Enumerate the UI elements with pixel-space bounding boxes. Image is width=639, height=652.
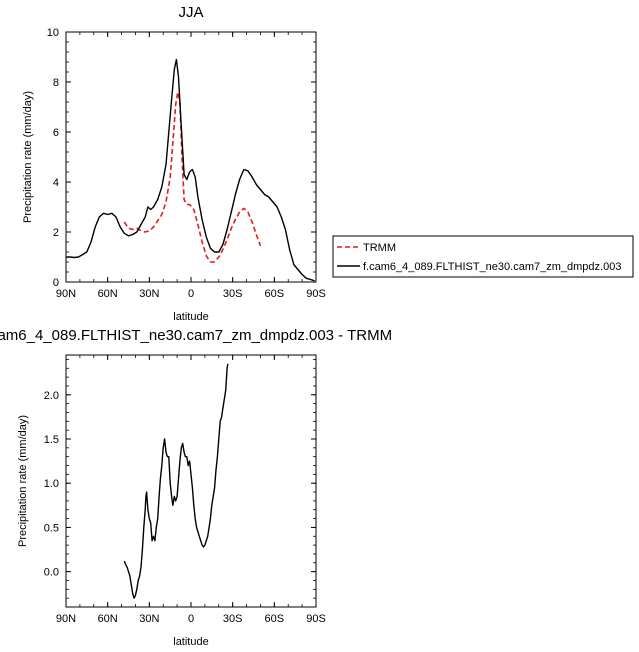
y-tick-label: 0: [53, 277, 59, 289]
y-tick-label: 10: [47, 27, 59, 39]
x-tick-label: 90N: [56, 288, 76, 300]
y-tick-label: 0.5: [44, 522, 59, 534]
x-tick-label: 60S: [265, 613, 285, 625]
y-tick-label: 2.0: [44, 390, 59, 402]
x-axis-label: latitude: [173, 636, 208, 648]
axis-ticks: 90N 60N 30N 0 30S 60S 90S 0 2 4 6 8 10: [47, 27, 326, 300]
series-line-model: [66, 58, 315, 282]
y-tick-label: 2: [53, 227, 59, 239]
y-tick-label: 4: [53, 177, 59, 189]
series-line-difference: [123, 363, 229, 599]
x-tick-label: 90S: [306, 613, 326, 625]
legend-label-model: f.cam6_4_089.FLTHIST_ne30.cam7_zm_dmpdz.…: [363, 261, 621, 273]
legend-label-trmm: TRMM: [363, 242, 396, 254]
x-tick-label: 0: [188, 288, 194, 300]
plot-frame: [65, 31, 317, 283]
x-tick-label: 30N: [139, 288, 159, 300]
x-tick-label: 60N: [98, 613, 118, 625]
legend-box: [332, 235, 634, 278]
y-tick-label: 1.5: [44, 434, 59, 446]
difference-chart: cam6_4_089.FLTHIST_ne30.cam7_zm_dmpdz.00…: [0, 327, 392, 648]
series-lines: [66, 58, 315, 282]
y-axis-label: Precipitation rate (mm/day): [22, 91, 34, 223]
x-tick-label: 0: [188, 613, 194, 625]
chart-title: cam6_4_089.FLTHIST_ne30.cam7_zm_dmpdz.00…: [0, 327, 392, 344]
y-tick-label: 8: [53, 77, 59, 89]
x-tick-label: 90N: [56, 613, 76, 625]
series-lines: [123, 363, 229, 599]
x-tick-label: 30N: [139, 613, 159, 625]
series-line-trmm: [123, 91, 262, 263]
x-axis-label: latitude: [173, 311, 208, 323]
chart-title: JJA: [178, 4, 203, 21]
y-tick-label: 0.0: [44, 567, 59, 579]
x-tick-label: 30S: [223, 613, 243, 625]
x-tick-label: 90S: [306, 288, 326, 300]
x-tick-label: 30S: [223, 288, 243, 300]
x-tick-label: 60N: [98, 288, 118, 300]
y-tick-label: 6: [53, 127, 59, 139]
y-tick-label: 1.0: [44, 478, 59, 490]
x-tick-label: 60S: [265, 288, 285, 300]
axis-ticks: 90N 60N 30N 0 30S 60S 90S 0.0 0.5 1.0 1.5 2.0: [44, 355, 326, 625]
legend: TRMM f.cam6_4_089.FLTHIST_ne30.cam7_zm_d…: [332, 235, 634, 278]
y-axis-label: Precipitation rate (mm/day): [17, 415, 29, 547]
